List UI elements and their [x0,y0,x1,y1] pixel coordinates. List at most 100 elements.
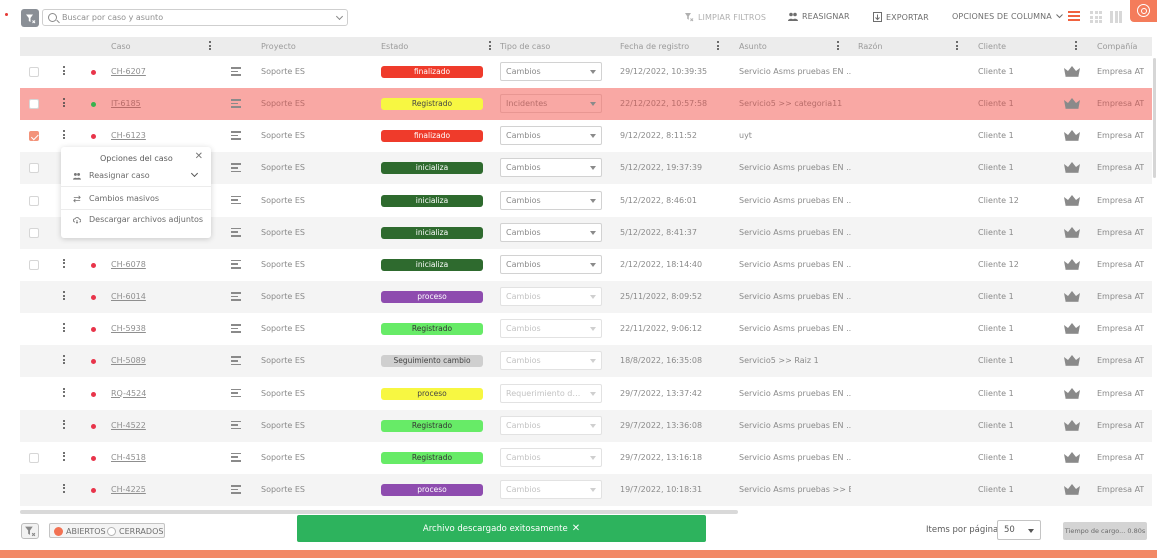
row-menu-kebab-icon[interactable] [63,258,65,270]
details-list-icon[interactable] [231,227,241,239]
row-menu-kebab-icon[interactable] [63,419,65,431]
case-id-link[interactable]: CH-5089 [111,356,146,366]
row-menu-kebab-icon[interactable] [63,98,65,109]
case-type-select[interactable]: Cambios [500,190,602,210]
popup-item-bulk-changes[interactable]: Cambios masivos [61,190,211,210]
details-list-icon[interactable] [231,292,241,303]
horizontal-scrollbar[interactable] [20,510,738,514]
close-icon[interactable]: ✕ [194,151,203,162]
case-id-link[interactable]: RQ-4524 [111,388,147,398]
row-menu-kebab-icon[interactable] [63,66,65,77]
export-button[interactable]: EXPORTAR [873,12,929,22]
case-type-select[interactable]: Incidentes [500,94,602,114]
table-row[interactable]: CH-6123 Soporte ES finalizado Cambios 9/12/2… [20,120,1152,153]
case-type-select[interactable]: Cambios [500,254,602,274]
details-list-icon[interactable] [231,67,241,78]
kebab-icon[interactable] [717,41,719,51]
case-id-link[interactable]: CH-6078 [111,259,146,269]
kebab-icon[interactable] [1075,41,1077,51]
open-label[interactable]: ABIERTOS [66,527,106,536]
items-per-page-select[interactable]: 50 [997,520,1041,540]
row-checkbox[interactable] [29,227,39,238]
reassign-button[interactable]: REASIGNAR [788,12,850,21]
closed-radio[interactable] [107,527,116,536]
row-menu-kebab-icon[interactable] [63,483,65,495]
table-row[interactable]: CH-6014 Soporte ES proceso Cambios 25/11/202… [20,281,1152,314]
details-list-icon[interactable] [231,484,241,496]
footer-filter-button[interactable] [21,523,39,539]
kebab-icon[interactable] [209,41,211,51]
table-row[interactable]: IT-6185 Soporte ES Registrado Incidentes 22/… [20,88,1152,121]
popup-item-reassign[interactable]: Reasignar caso [61,167,211,187]
table-row[interactable]: CH-6207 Soporte ES finalizado Cambios 29/12/… [20,56,1152,88]
table-row[interactable]: CH-5089 Soporte ES Seguimiento cambio Cambi… [20,345,1152,378]
table-row[interactable]: CH-4518 Soporte ES Registrado Cambios 29/7/2… [20,441,1152,474]
row-checkbox[interactable] [29,452,39,463]
column-header-asunto[interactable]: Asunto [739,42,767,51]
details-list-icon[interactable] [231,452,241,464]
column-header-razon[interactable]: Razón [858,42,883,51]
case-type-select[interactable]: Cambios [500,351,602,371]
column-header-caso[interactable]: Caso [111,42,131,51]
column-header-compania[interactable]: Compañía [1097,42,1138,51]
closed-label[interactable]: CERRADOS [119,527,164,536]
details-list-icon[interactable] [231,259,241,271]
details-list-icon[interactable] [231,356,241,367]
details-list-icon[interactable] [231,388,241,400]
column-header-cliente[interactable]: Cliente [978,42,1007,51]
row-checkbox[interactable] [29,163,39,174]
list-view-icon[interactable] [1068,11,1080,23]
table-row[interactable]: CH-4522 Soporte ES Registrado Cambios 29/7/2… [20,409,1152,442]
table-row[interactable]: CH-6078 Soporte ES inicializa Cambios 2/12/2… [20,248,1152,281]
column-header-estado[interactable]: Estado [381,42,409,51]
row-menu-kebab-icon[interactable] [63,130,65,141]
search-input[interactable] [62,11,332,24]
details-list-icon[interactable] [231,324,241,335]
row-checkbox[interactable] [29,195,39,206]
kebab-icon[interactable] [837,41,839,51]
search-field[interactable] [42,9,348,26]
kebab-icon[interactable] [489,41,491,51]
case-type-select[interactable]: Cambios [500,479,602,499]
column-view-icon[interactable] [1110,11,1122,23]
details-list-icon[interactable] [231,163,241,174]
clear-filters-button[interactable]: LIMPIAR FILTROS [684,12,766,22]
column-header-fecha[interactable]: Fecha de registro [620,42,690,51]
column-options-dropdown[interactable]: OPCIONES DE COLUMNA [952,12,1063,21]
chevron-down-icon[interactable] [335,12,344,21]
case-type-select[interactable]: Cambios [500,62,602,81]
column-header-tipo[interactable]: Tipo de caso [500,42,551,51]
case-id-link[interactable]: CH-4522 [111,420,146,430]
case-type-select[interactable]: Cambios [500,415,602,435]
case-type-select[interactable]: Requerimiento de ... [500,383,602,403]
row-menu-kebab-icon[interactable] [63,355,65,366]
grid-view-icon[interactable] [1090,11,1102,23]
row-checkbox[interactable] [29,67,39,77]
case-id-link[interactable]: CH-6207 [111,67,146,76]
row-checkbox[interactable] [29,131,39,142]
case-id-link[interactable]: CH-6014 [111,292,146,302]
open-radio[interactable] [54,527,63,536]
case-id-link[interactable]: CH-4518 [111,452,146,462]
details-list-icon[interactable] [231,99,241,110]
details-list-icon[interactable] [231,420,241,432]
case-type-select[interactable]: Cambios [500,222,602,242]
case-type-select[interactable]: Cambios [500,158,602,178]
kebab-icon[interactable] [956,41,958,51]
case-type-select[interactable]: Cambios [500,126,602,146]
case-id-link[interactable]: CH-4225 [111,484,146,494]
column-header-proyecto[interactable]: Proyecto [261,42,296,51]
case-id-link[interactable]: CH-6123 [111,131,146,141]
case-type-select[interactable]: Cambios [500,319,602,339]
row-menu-kebab-icon[interactable] [63,387,65,399]
details-list-icon[interactable] [231,195,241,207]
close-icon[interactable]: ✕ [571,523,581,534]
brand-menu-button[interactable] [1130,0,1157,22]
vertical-scrollbar[interactable] [1153,58,1156,178]
table-row[interactable]: CH-5938 Soporte ES Registrado Cambios 22/11/… [20,313,1152,346]
details-list-icon[interactable] [231,131,241,142]
filter-toggle-button[interactable] [21,9,39,27]
case-type-select[interactable]: Cambios [500,447,602,467]
row-menu-kebab-icon[interactable] [63,323,65,334]
row-menu-kebab-icon[interactable] [63,291,65,302]
